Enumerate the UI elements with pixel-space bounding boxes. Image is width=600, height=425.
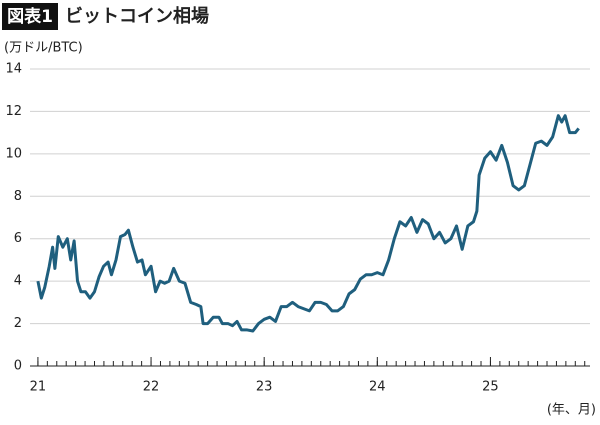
- x-axis-label: (年、月): [547, 403, 596, 418]
- y-tick-label: 4: [14, 274, 22, 289]
- y-tick-label: 6: [14, 231, 22, 246]
- x-tick-label: 23: [256, 380, 273, 395]
- x-tick-label: 24: [369, 380, 386, 395]
- line: [36, 114, 580, 333]
- figure-label: 図表1: [7, 6, 53, 27]
- x-tick-label: 25: [482, 380, 499, 395]
- x-tick-label: 22: [143, 380, 160, 395]
- label-box: [2, 3, 58, 30]
- y-tick-label: 8: [14, 189, 22, 204]
- y-tick-label: 12: [5, 104, 22, 119]
- chart-title: ビットコイン相場: [65, 6, 209, 27]
- y-tick-label: 14: [5, 62, 22, 77]
- y-tick-label: 0: [14, 359, 22, 374]
- x-tick-label: 21: [30, 380, 47, 395]
- y-tick-label: 10: [5, 146, 22, 161]
- y-tick-label: 2: [14, 316, 22, 331]
- y-axis-label: (万ドル/BTC): [4, 41, 83, 56]
